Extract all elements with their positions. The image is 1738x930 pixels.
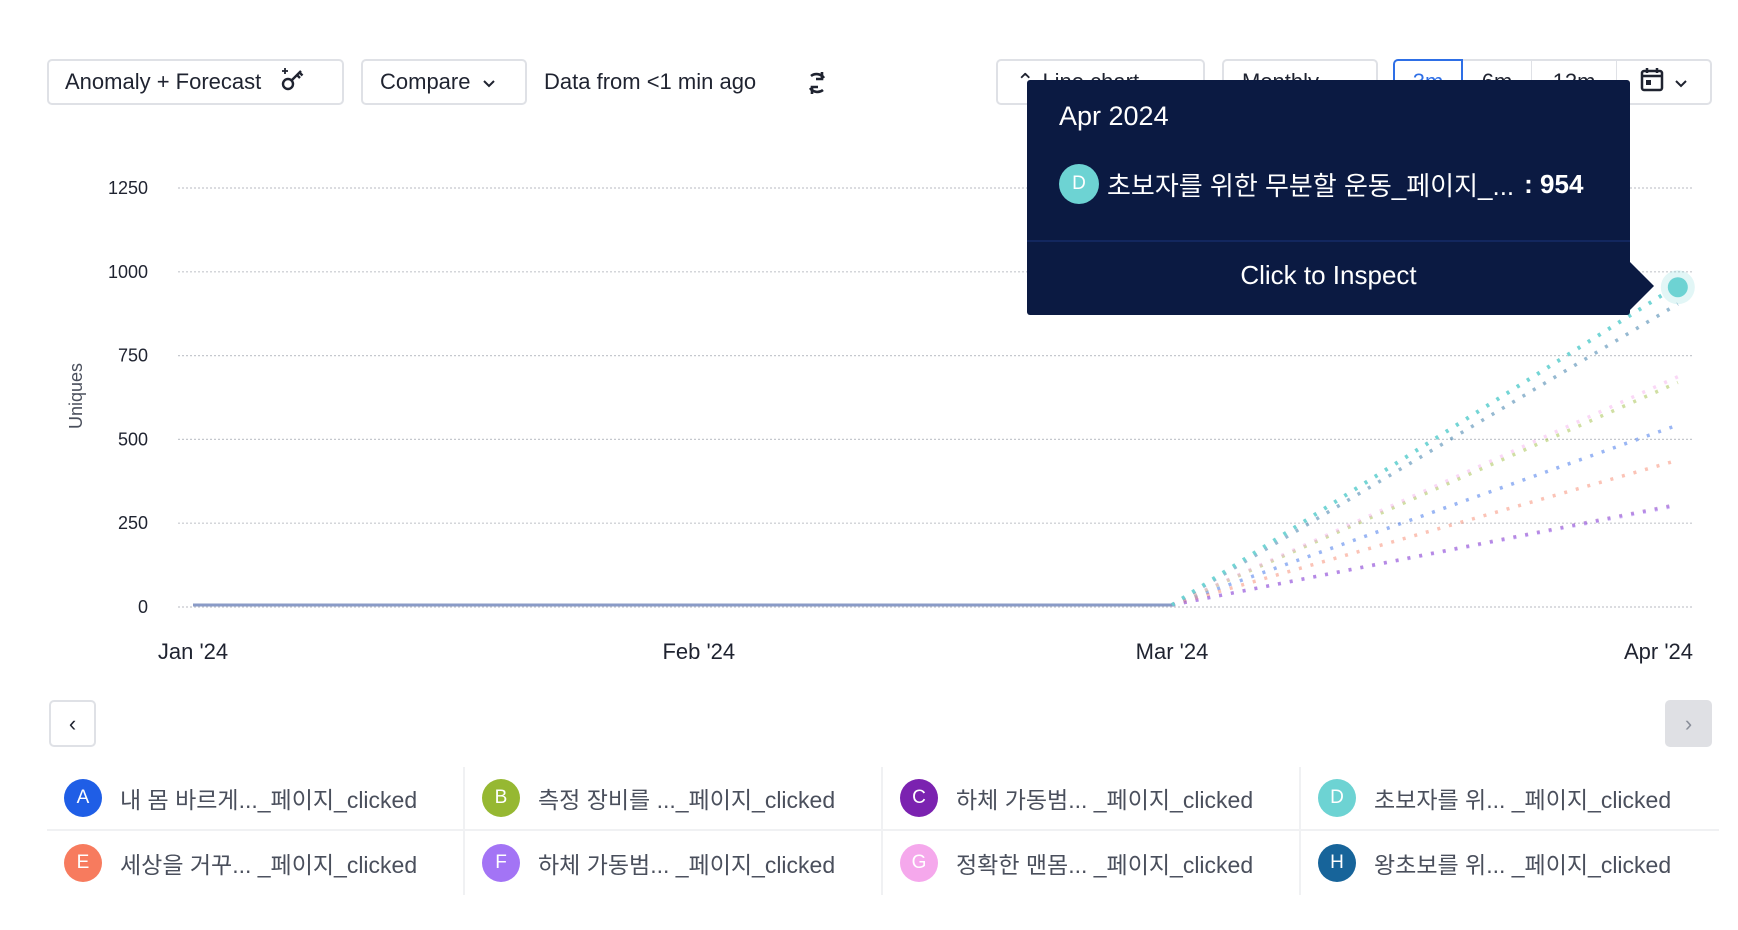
- data-freshness: Data from <1 min ago: [544, 69, 757, 94]
- legend-item-d[interactable]: D 초보자를 위... _페이지_clicked: [1301, 767, 1719, 831]
- legend-item-c[interactable]: C 하체 가동범... _페이지_clicked: [883, 767, 1301, 831]
- tooltip-title: Apr 2024: [1059, 101, 1169, 131]
- compare-dropdown[interactable]: Compare: [361, 59, 527, 105]
- y-axis-label: Uniques: [66, 363, 86, 429]
- y-tick-label: 250: [118, 513, 148, 533]
- anomaly-forecast-button[interactable]: Anomaly + Forecast: [47, 59, 344, 105]
- series-forecast-d: [1170, 283, 1679, 607]
- chevron-left-icon: ‹: [68, 710, 77, 736]
- legend-label: 내 몸 바르게..._페이지_clicked: [120, 787, 418, 813]
- legend-label: 정확한 맨몸... _페이지_clicked: [956, 852, 1254, 878]
- series-badge-d: D: [1059, 164, 1099, 204]
- legend-item-e[interactable]: E 세상을 거꾸... _페이지_clicked: [47, 831, 465, 895]
- series-badge: C: [900, 779, 938, 817]
- series-badge: G: [900, 844, 938, 882]
- calendar-icon: [1640, 66, 1664, 98]
- series-badge: F: [482, 844, 520, 882]
- tooltip-divider: [1027, 240, 1630, 242]
- series-forecast-f: [1171, 503, 1679, 607]
- series-forecast-g: [1171, 375, 1679, 607]
- chevron-down-icon: [482, 69, 496, 95]
- magic-key-icon: [279, 65, 307, 99]
- legend-item-g[interactable]: G 정확한 맨몸... _페이지_clicked: [883, 831, 1301, 895]
- x-tick-label: Apr '24: [1624, 639, 1693, 664]
- chevron-right-icon: ›: [1684, 710, 1693, 736]
- tooltip-series-label: 초보자를 위한 무분할 운동_페이지_...: [1107, 170, 1515, 201]
- line-chart: 0 250 500 750 1000 1250 Jan '24 Feb '24 Mar '24…: [66, 178, 1695, 664]
- y-tick-label: 500: [118, 429, 148, 449]
- legend-label: 하체 가동범... _페이지_clicked: [538, 852, 836, 878]
- legend-label: 측정 장비를 ..._페이지_clicked: [538, 787, 836, 813]
- x-tick-label: Mar '24: [1136, 639, 1209, 664]
- series-badge: E: [64, 844, 102, 882]
- series-badge: A: [64, 779, 102, 817]
- series-badge: H: [1318, 844, 1356, 882]
- tooltip-series-row: D 초보자를 위한 무분할 운동_페이지_... : 954: [1059, 164, 1583, 204]
- click-to-inspect[interactable]: Click to Inspect: [1240, 260, 1417, 290]
- legend-label: 세상을 거꾸... _페이지_clicked: [120, 852, 418, 878]
- series-forecast-c: [1171, 502, 1679, 607]
- y-tick-label: 0: [138, 597, 148, 617]
- chevron-down-icon: [1674, 69, 1688, 95]
- x-tick-label: Feb '24: [662, 639, 735, 664]
- y-tick-label: 1000: [108, 262, 148, 282]
- tooltip-value: : 954: [1524, 168, 1584, 199]
- compare-label: Compare: [380, 69, 471, 94]
- legend-item-b[interactable]: B 측정 장비를 ..._페이지_clicked: [465, 767, 883, 831]
- series-badge: D: [1318, 779, 1356, 817]
- legend-next-button[interactable]: ›: [1665, 700, 1712, 747]
- series-forecast-e: [1171, 458, 1679, 607]
- legend-label: 초보자를 위... _페이지_clicked: [1374, 787, 1672, 813]
- refresh-icon[interactable]: [803, 68, 831, 103]
- anomaly-forecast-label: Anomaly + Forecast: [65, 69, 262, 94]
- series-badge: B: [482, 779, 520, 817]
- x-tick-label: Jan '24: [158, 639, 228, 664]
- legend-item-a[interactable]: A 내 몸 바르게..._페이지_clicked: [47, 767, 465, 831]
- legend-label: 왕초보를 위... _페이지_clicked: [1374, 852, 1672, 878]
- series-forecast-a: [1171, 423, 1679, 607]
- series-forecast-b: [1171, 380, 1679, 607]
- highlighted-point[interactable]: [1667, 277, 1688, 298]
- legend-prev-button[interactable]: ‹: [49, 700, 96, 747]
- tooltip-arrow: [1630, 262, 1654, 310]
- y-tick-label: 1250: [108, 178, 148, 198]
- legend-item-f[interactable]: F 하체 가동범... _페이지_clicked: [465, 831, 883, 895]
- series-forecast-h: [1171, 302, 1679, 607]
- chart-tooltip[interactable]: Apr 2024 D 초보자를 위한 무분할 운동_페이지_... : 954 …: [1027, 80, 1654, 315]
- legend-label: 하체 가동범... _페이지_clicked: [956, 787, 1254, 813]
- date-picker-button[interactable]: [1617, 59, 1712, 105]
- y-tick-label: 750: [118, 346, 148, 366]
- legend-item-h[interactable]: H 왕초보를 위... _페이지_clicked: [1301, 831, 1719, 895]
